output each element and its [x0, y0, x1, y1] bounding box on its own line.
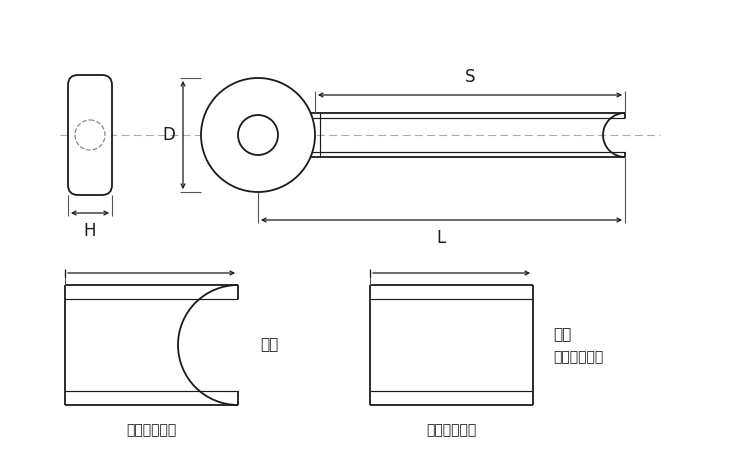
- Text: H: H: [84, 222, 96, 240]
- Text: （転造ネジ）: （転造ネジ）: [426, 423, 477, 437]
- Text: （切削ネジ）: （切削ネジ）: [126, 423, 177, 437]
- Circle shape: [201, 78, 315, 192]
- Text: L: L: [436, 229, 446, 247]
- FancyBboxPatch shape: [68, 75, 112, 195]
- Text: D: D: [162, 126, 175, 144]
- Text: 丸先: 丸先: [260, 338, 278, 352]
- Text: S: S: [465, 68, 476, 86]
- Text: φ: φ: [264, 119, 272, 129]
- Text: 荒先: 荒先: [553, 328, 572, 342]
- Circle shape: [238, 115, 278, 155]
- Text: （先付なし）: （先付なし）: [553, 350, 603, 364]
